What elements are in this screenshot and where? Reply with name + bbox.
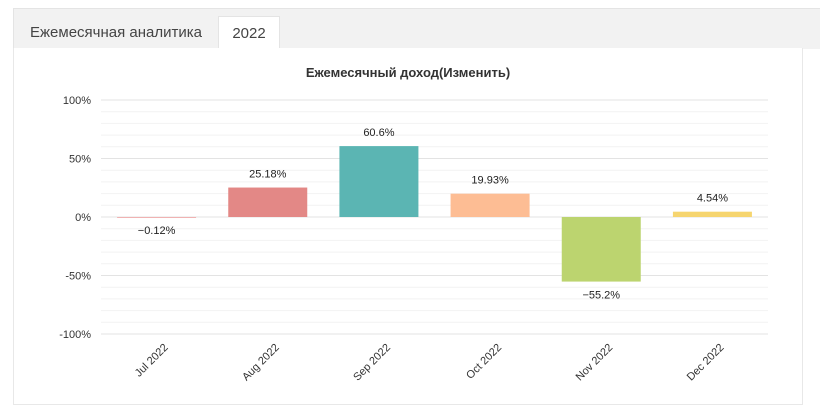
bar-jul-2022[interactable] bbox=[117, 217, 196, 218]
bar-oct-2022[interactable] bbox=[451, 194, 530, 217]
tab-2022[interactable]: 2022 bbox=[218, 16, 280, 50]
data-label: 60.6% bbox=[363, 127, 394, 139]
y-tick-label: 50% bbox=[69, 154, 91, 166]
y-tick-label: -100% bbox=[59, 329, 91, 341]
y-tick-label: 100% bbox=[63, 95, 91, 107]
tab-bar: Ежемесячная аналитика 2022 bbox=[13, 8, 820, 49]
x-tick-label: Nov 2022 bbox=[574, 342, 616, 384]
data-label: 25.18% bbox=[249, 169, 287, 181]
data-label: 19.93% bbox=[471, 175, 509, 187]
tab-monthly-analytics[interactable]: Ежемесячная аналитика bbox=[30, 16, 202, 49]
chart-title: Ежемесячный доход(Изменить) bbox=[306, 65, 510, 80]
bar-aug-2022[interactable] bbox=[228, 188, 307, 217]
x-tick-label: Oct 2022 bbox=[464, 342, 504, 382]
x-tick-label: Sep 2022 bbox=[351, 342, 393, 384]
y-tick-label: 0% bbox=[75, 212, 91, 224]
data-label: −55.2% bbox=[582, 290, 620, 302]
x-tick-label: Aug 2022 bbox=[240, 342, 282, 384]
data-label: 4.54% bbox=[697, 193, 728, 205]
chart-container: Ежемесячный доход(Изменить) 100% 50% 0% -50… bbox=[13, 48, 803, 405]
bar-nov-2022[interactable] bbox=[562, 217, 641, 282]
monthly-income-chart: Ежемесячный доход(Изменить) 100% 50% 0% -50… bbox=[14, 48, 802, 404]
bar-dec-2022[interactable] bbox=[673, 212, 752, 217]
x-tick-label: Jul 2022 bbox=[133, 342, 171, 380]
bar-sep-2022[interactable] bbox=[339, 146, 418, 217]
data-label: −0.12% bbox=[138, 225, 176, 237]
x-tick-label: Dec 2022 bbox=[685, 342, 727, 384]
y-tick-label: -50% bbox=[65, 271, 91, 283]
